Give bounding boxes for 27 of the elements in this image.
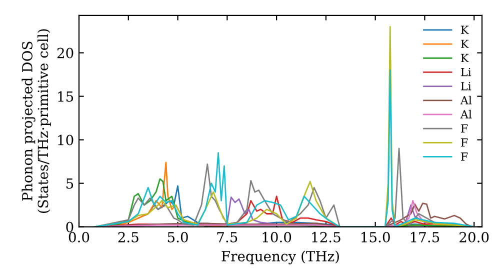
legend-label: Li (461, 82, 472, 90)
x-tick-label: 17.5 (410, 232, 440, 242)
y-tick-label: 0 (66, 222, 74, 232)
legend-label: F (461, 138, 468, 147)
legend-label: Li (461, 68, 472, 76)
legend-label: K (461, 40, 469, 48)
y-tick-label: 15 (58, 91, 74, 102)
y-tick-label: 20 (57, 48, 74, 58)
legend-label: K (461, 26, 469, 34)
x-axis-title: Frequency (THz) (222, 250, 339, 264)
x-tick-label: 0.0 (68, 232, 90, 242)
x-tick-label: 5.0 (168, 232, 188, 242)
line-series (94, 70, 475, 227)
y-tick-label: 5 (66, 178, 74, 189)
x-tick-label: 12.5 (312, 232, 340, 242)
legend-label: Al (460, 110, 472, 118)
x-tick-label: 2.5 (118, 232, 138, 242)
legend-label: Al (460, 96, 472, 104)
legend-label: F (461, 152, 468, 161)
y-tick-label: 10 (58, 134, 74, 146)
legend-label: F (461, 124, 468, 132)
x-tick-label: 20.0 (460, 232, 489, 242)
x-tick-label: 7.5 (217, 232, 238, 242)
legend-label: K (461, 54, 469, 62)
x-tick-label: 15.0 (362, 232, 390, 242)
x-tick-label: 10.0 (262, 232, 292, 242)
y-axis-title: Phonon projected DOS (States/THz·primitive cell) (22, 29, 51, 213)
